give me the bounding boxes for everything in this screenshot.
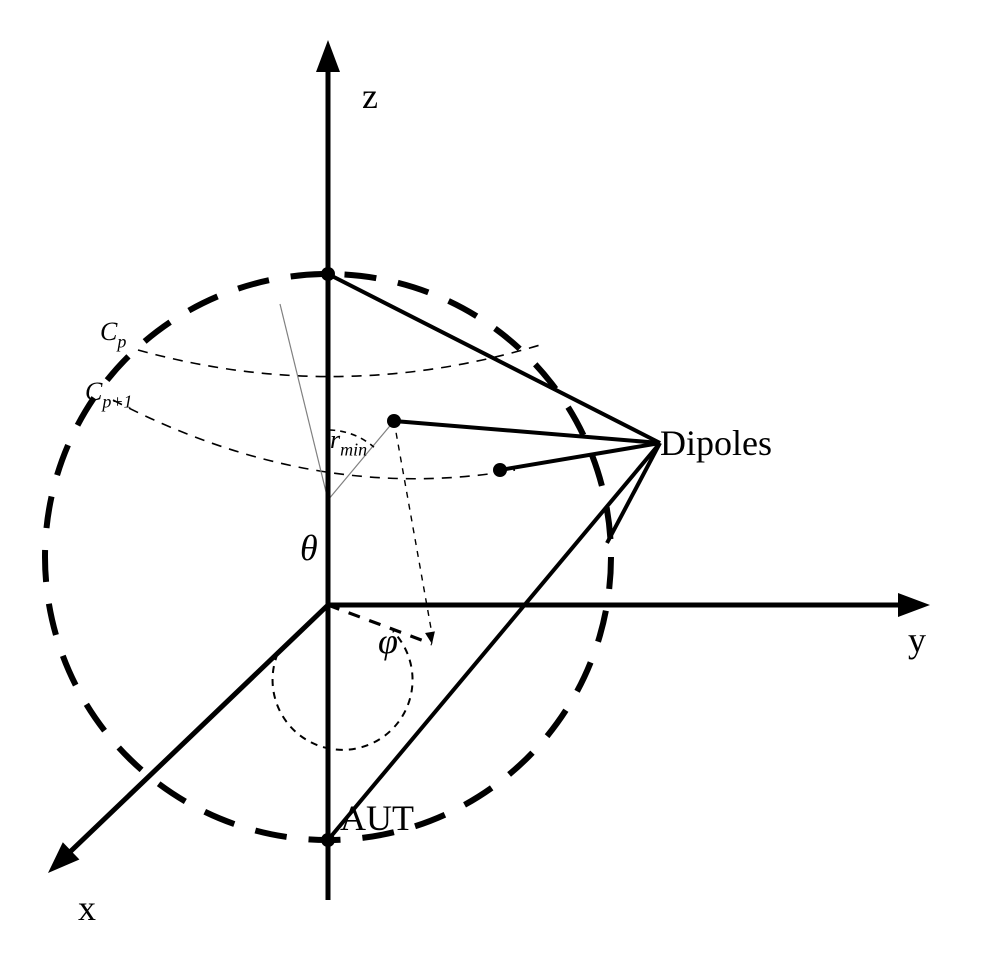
- label-cp1: Cp+1: [85, 377, 133, 411]
- svg-text:x: x: [78, 888, 96, 928]
- coordinate-diagram: z y x Dipoles AUT θ φ rmin Cp Cp+1: [0, 0, 1000, 969]
- label-rmin: rmin: [330, 425, 367, 459]
- label-cp: Cp: [100, 317, 126, 351]
- label-phi: φ: [378, 621, 398, 661]
- svg-text:z: z: [362, 76, 378, 116]
- svg-text:y: y: [908, 620, 926, 660]
- label-dipoles: Dipoles: [660, 423, 772, 463]
- label-theta: θ: [300, 528, 318, 568]
- label-aut: AUT: [340, 798, 414, 838]
